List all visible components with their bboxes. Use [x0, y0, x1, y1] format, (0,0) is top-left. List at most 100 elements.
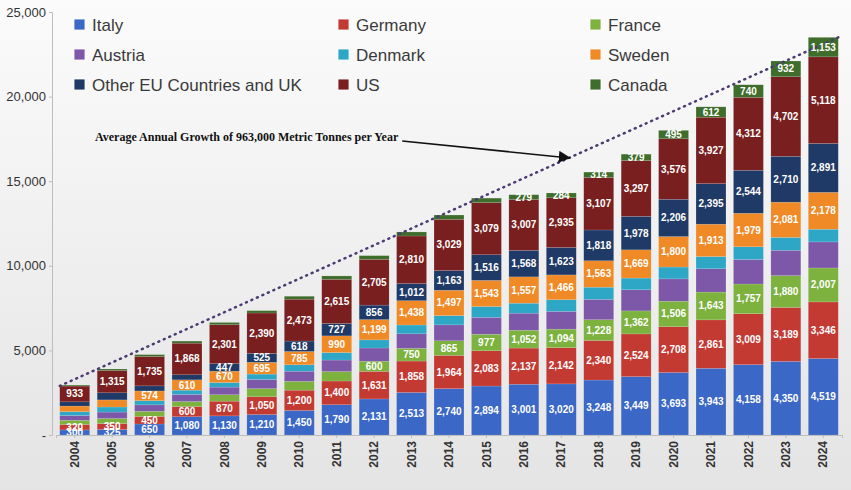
bar-segment [359, 348, 389, 361]
legend-item: France [590, 16, 661, 35]
bar-segment [434, 219, 464, 270]
x-tick-label: 2014 [442, 441, 456, 468]
legend-item: Austria [74, 46, 145, 65]
x-tick-mark [636, 435, 637, 438]
data-label: 2,340 [586, 355, 611, 366]
bar-segment [397, 301, 427, 325]
bar-segment [471, 351, 501, 386]
bar-segment [172, 394, 202, 401]
x-tick-mark [299, 435, 300, 438]
data-label: 2,131 [362, 411, 387, 422]
legend-label: France [608, 16, 661, 35]
y-tick-label: - [42, 428, 46, 443]
legend-item: Germany [338, 16, 426, 35]
bar-segment [621, 334, 651, 377]
data-label: 727 [328, 324, 345, 335]
bar-segment [284, 351, 314, 364]
data-label: 1,497 [436, 297, 461, 308]
data-label: 3,107 [586, 198, 611, 209]
bar-segment [808, 143, 838, 192]
x-tick-label: 2022 [742, 441, 756, 468]
bar-segment [696, 117, 726, 183]
x-tick-mark [261, 435, 262, 438]
x-tick-label: 2004 [68, 441, 82, 468]
legend-label: Sweden [608, 46, 669, 65]
x-tick: 2021 [704, 435, 718, 468]
bar-segment [621, 278, 651, 290]
bar-segment [172, 343, 202, 375]
bar-segment [771, 307, 801, 361]
data-label: 2,544 [736, 186, 761, 197]
x-tick-mark [224, 435, 225, 438]
x-tick-label: 2008 [218, 441, 232, 468]
x-tick: 2013 [405, 435, 419, 468]
bar-segment [733, 284, 763, 314]
data-label: 1,094 [549, 333, 574, 344]
bar-segment [771, 361, 801, 435]
legend-swatch [590, 49, 601, 60]
data-label: 447 [216, 362, 233, 373]
bar-segment [359, 371, 389, 399]
bar-segment [97, 371, 127, 393]
series-bars [60, 37, 839, 386]
bar-segment [808, 302, 838, 359]
bar-segment [509, 348, 539, 384]
x-tick: 2004 [68, 435, 82, 468]
bar-segment [209, 387, 239, 395]
data-label: 314 [590, 169, 607, 180]
bar-segment [659, 373, 689, 435]
x-axis: 2004200520062007200820092010201120122013… [57, 435, 843, 468]
x-tick-label: 2018 [592, 441, 606, 468]
bar-segment [621, 290, 651, 311]
bar-segment [808, 242, 838, 268]
data-label: 1,362 [624, 317, 649, 328]
data-label: 1,315 [100, 376, 125, 387]
bar-segment [471, 280, 501, 306]
data-label: 2,810 [399, 254, 424, 265]
x-tick: 2009 [255, 435, 269, 468]
data-label: 2,301 [212, 339, 237, 350]
bar-segment [696, 257, 726, 269]
x-tick: 2018 [592, 435, 606, 468]
annotation: Average Annual Growth of 963,000 Metric … [95, 130, 399, 144]
data-label: 1,200 [287, 395, 312, 406]
data-label: 2,861 [698, 339, 723, 350]
bar-segment [172, 341, 202, 343]
x-tick-mark [112, 435, 113, 438]
y-tick-mark [49, 181, 52, 182]
data-label: 1,818 [586, 240, 611, 251]
data-label: 600 [179, 406, 196, 417]
bar-segment [733, 259, 763, 284]
y-tick-label: 15,000 [6, 174, 46, 189]
bar-segment [733, 247, 763, 260]
bar-segment [359, 340, 389, 348]
bar-segment [509, 330, 539, 348]
bar-segment [659, 267, 689, 279]
bar-segment [397, 236, 427, 284]
data-label: 1,400 [324, 387, 349, 398]
bar-segment [322, 360, 352, 372]
legend-label: US [356, 76, 380, 95]
x-tick: 2008 [218, 435, 232, 468]
legend-label: Other EU Countries and UK [92, 76, 302, 95]
bar-segment [546, 384, 576, 435]
data-label: 3,943 [698, 396, 723, 407]
bar-segment [509, 384, 539, 435]
legend-item: US [338, 76, 380, 95]
bar-segment [471, 386, 501, 435]
series-bars [60, 192, 839, 411]
bar-segment [771, 276, 801, 308]
data-label: 1,516 [474, 262, 499, 273]
bar-segment [659, 139, 689, 200]
bar-segment [696, 269, 726, 292]
data-label: 2,708 [661, 344, 686, 355]
series-bars [60, 57, 839, 402]
bar-segment [584, 340, 614, 380]
bar-segment [659, 327, 689, 373]
data-label: 932 [778, 63, 795, 74]
x-tick: 2024 [816, 435, 830, 468]
bar-segment [284, 341, 314, 351]
data-label: 1,228 [586, 325, 611, 336]
bar-segment [434, 316, 464, 325]
bar-segment [471, 307, 501, 318]
